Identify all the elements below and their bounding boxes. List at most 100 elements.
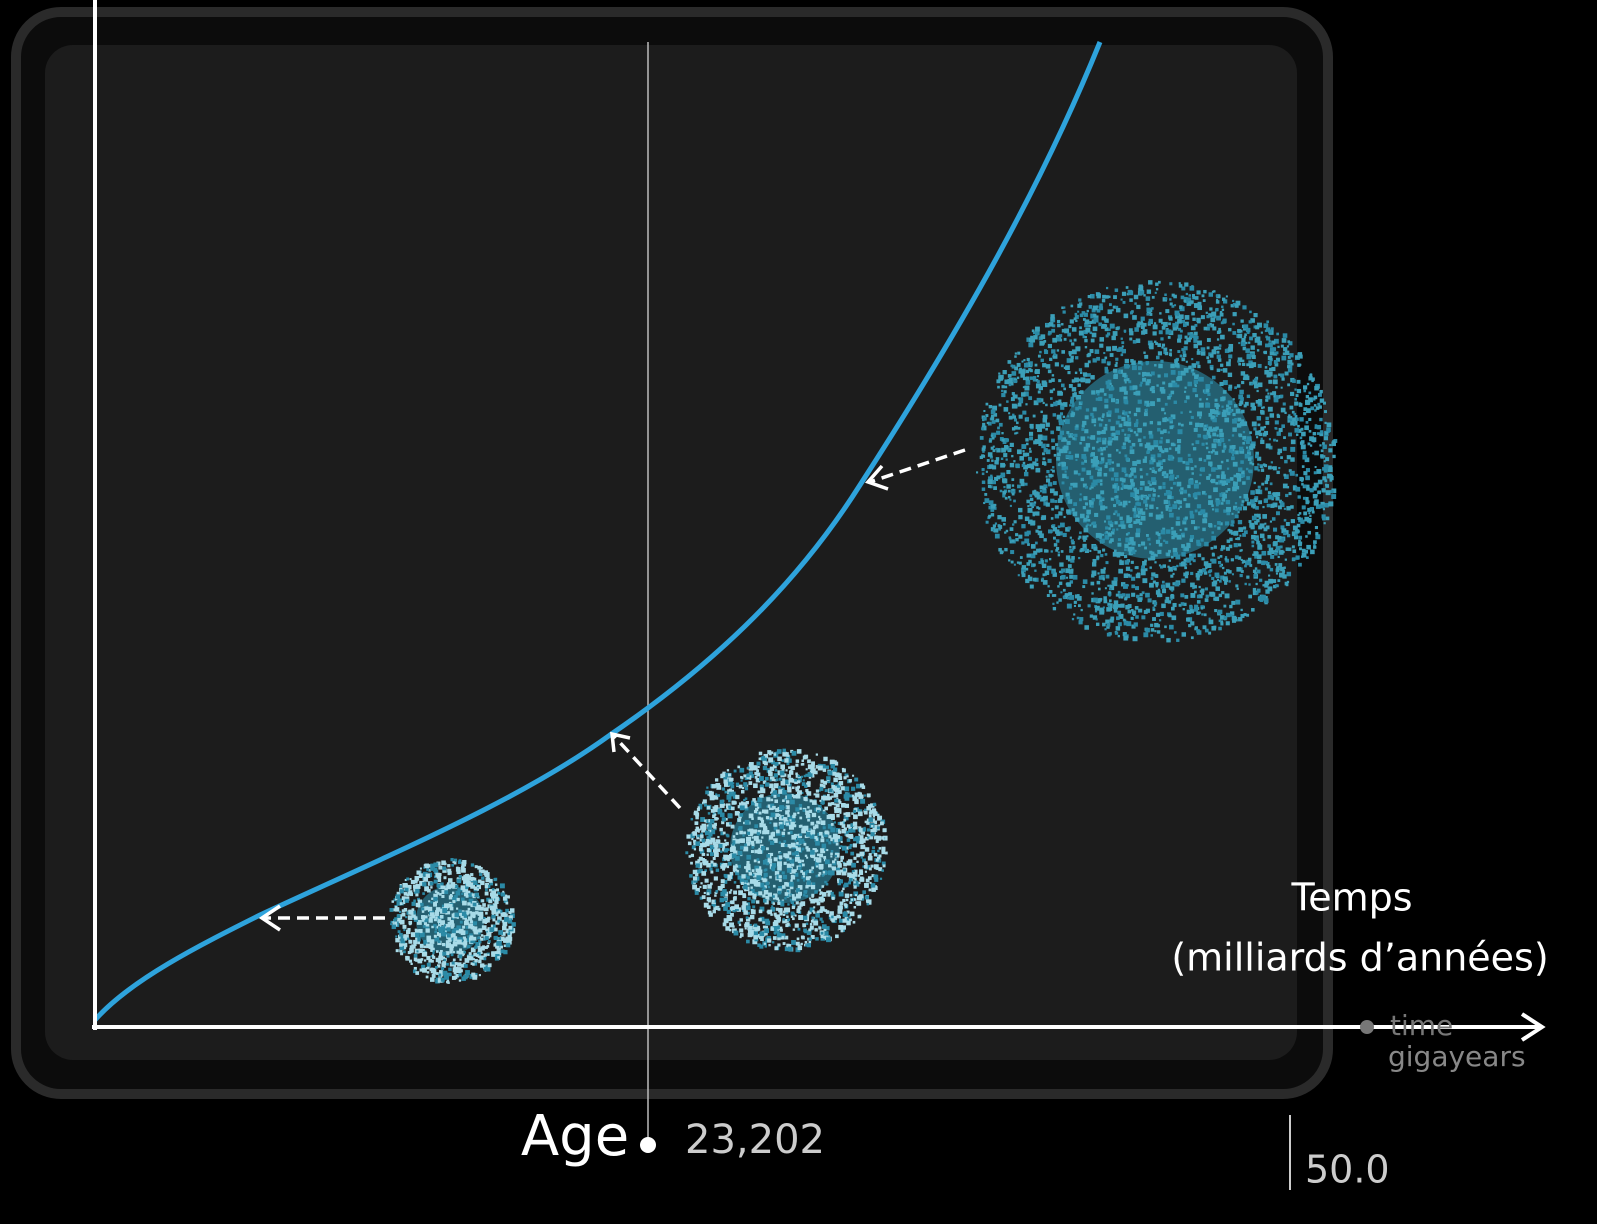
galaxy-speck	[448, 895, 453, 900]
galaxy-speck	[803, 797, 807, 800]
galaxy-speck	[478, 959, 482, 964]
galaxy-speck	[751, 873, 755, 877]
galaxy-speck	[458, 973, 462, 977]
galaxy-speck	[1219, 579, 1222, 583]
galaxy-speck	[1272, 579, 1277, 583]
galaxy-speck	[1060, 591, 1063, 594]
galaxy-speck	[808, 809, 813, 814]
galaxy-speck	[481, 876, 485, 880]
galaxy-speck	[758, 909, 763, 914]
galaxy-speck	[430, 948, 434, 952]
galaxy-speck	[801, 859, 805, 863]
galaxy-speck	[1246, 451, 1251, 456]
galaxy-speck	[1209, 353, 1214, 358]
galaxy-speck	[426, 867, 430, 871]
galaxy-speck	[1071, 342, 1075, 346]
galaxy-speck	[397, 898, 403, 904]
galaxy-speck	[1167, 491, 1173, 496]
galaxy-speck	[1045, 422, 1050, 427]
galaxy-speck	[450, 882, 456, 887]
galaxy-speck	[722, 831, 726, 835]
galaxy-speck	[725, 926, 730, 931]
galaxy-speck	[1221, 482, 1225, 486]
galaxy-speck	[1299, 547, 1302, 551]
galaxy-speck	[744, 787, 749, 791]
galaxy-speck	[1144, 568, 1148, 572]
galaxy-speck	[1226, 539, 1231, 543]
galaxy-speck	[825, 859, 830, 865]
galaxy-speck	[1155, 539, 1161, 544]
galaxy-speck	[1099, 388, 1105, 393]
galaxy-speck	[1057, 463, 1061, 467]
galaxy-speck	[1131, 608, 1134, 612]
galaxy-speck	[823, 856, 827, 859]
galaxy-speck	[1114, 408, 1120, 413]
galaxy-speck	[838, 924, 844, 930]
galaxy-speck	[428, 900, 431, 903]
galaxy-speck	[813, 793, 816, 796]
galaxy-speck	[1302, 450, 1307, 455]
galaxy-speck	[422, 871, 428, 877]
galaxy-speck	[854, 792, 859, 797]
galaxy-speck	[425, 928, 430, 933]
galaxy-speck	[1135, 586, 1139, 591]
galaxy-speck	[704, 819, 707, 823]
galaxy-speck	[756, 832, 760, 836]
galaxy-speck	[1111, 335, 1116, 341]
galaxy-speck	[1184, 335, 1188, 339]
galaxy-speck	[1065, 439, 1068, 442]
galaxy-speck	[1082, 585, 1086, 589]
galaxy-speck	[745, 865, 749, 870]
galaxy-speck	[1130, 482, 1135, 487]
galaxy-speck	[1137, 597, 1142, 602]
galaxy-speck	[1230, 523, 1233, 527]
galaxy-speck	[841, 828, 846, 834]
galaxy-speck	[1196, 543, 1199, 546]
galaxy-speck	[1227, 487, 1231, 492]
galaxy-speck	[1172, 547, 1178, 553]
galaxy-speck	[839, 821, 844, 826]
galaxy-speck	[408, 939, 411, 943]
galaxy-speck	[1223, 480, 1229, 486]
galaxy-speck	[1294, 397, 1298, 401]
galaxy-speck	[1261, 482, 1265, 486]
galaxy-speck	[457, 962, 462, 967]
galaxy-speck	[1235, 599, 1241, 605]
galaxy-speck	[778, 855, 783, 860]
galaxy-speck	[800, 775, 804, 778]
galaxy-speck	[474, 945, 478, 949]
galaxy-speck	[1332, 454, 1336, 459]
galaxy-speck	[770, 913, 773, 916]
galaxy-speck	[410, 962, 413, 966]
galaxy-speck	[854, 894, 858, 897]
galaxy-speck	[795, 888, 800, 892]
galaxy-speck	[461, 911, 467, 916]
galaxy-speck	[848, 915, 851, 918]
galaxy-speck	[1220, 368, 1223, 372]
galaxy-speck	[755, 868, 760, 872]
galaxy-speck	[758, 757, 762, 761]
galaxy-speck	[1106, 412, 1112, 417]
galaxy-speck	[1215, 406, 1219, 410]
galaxy-speck	[1155, 342, 1159, 346]
galaxy-speck	[1110, 531, 1115, 535]
galaxy-speck	[746, 882, 750, 886]
galaxy-speck	[1127, 417, 1131, 422]
galaxy-speck	[1169, 420, 1173, 424]
galaxy-speck	[415, 893, 419, 897]
galaxy-speck	[1223, 443, 1226, 446]
galaxy-speck	[1226, 404, 1230, 408]
galaxy-speck	[1251, 463, 1255, 466]
galaxy-speck	[1265, 477, 1270, 482]
galaxy-speck	[782, 751, 788, 757]
galaxy-speck	[506, 928, 510, 932]
galaxy-speck	[430, 901, 433, 904]
galaxy-speck	[1178, 422, 1181, 426]
galaxy-speck	[1198, 482, 1201, 485]
galaxy-speck	[842, 918, 847, 923]
galaxy-speck	[1127, 485, 1133, 490]
galaxy-speck	[1165, 508, 1169, 511]
galaxy-speck	[770, 798, 774, 802]
galaxy-speck	[1113, 609, 1118, 613]
galaxy-speck	[1255, 325, 1260, 330]
